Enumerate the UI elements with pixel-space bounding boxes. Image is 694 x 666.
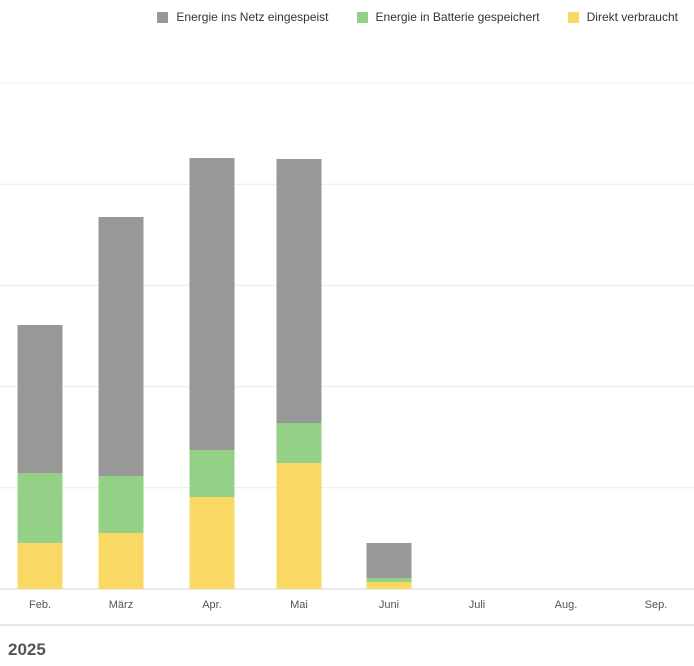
legend-label-direct-use: Direkt verbraucht bbox=[586, 10, 678, 24]
x-tick-label: März bbox=[109, 599, 133, 611]
bar-segment-feb-series-2[interactable] bbox=[17, 325, 63, 473]
stacked-bar-chart: Feb. März Apr. Mai Juni Juli Aug. Sep. bbox=[0, 82, 694, 611]
legend-swatch-grid-feed-in bbox=[157, 11, 169, 23]
bar-segment-feb-series-0[interactable] bbox=[17, 543, 63, 589]
x-tick-label: Aug. bbox=[555, 599, 578, 611]
legend-item-battery[interactable]: Energie in Batterie gespeichert bbox=[356, 10, 540, 24]
year-heading: 2025 bbox=[8, 640, 46, 659]
bar-segment-juni-series-0[interactable] bbox=[366, 582, 412, 589]
bar-segment-juni-series-1[interactable] bbox=[366, 578, 412, 582]
bar-segment-apr-series-0[interactable] bbox=[189, 497, 235, 589]
bar-segment-mai-series-2[interactable] bbox=[276, 159, 322, 423]
section-divider bbox=[0, 624, 694, 626]
bar-segment-mai-series-0[interactable] bbox=[276, 463, 322, 589]
bar-segment-mai-series-1[interactable] bbox=[276, 423, 322, 463]
bar-segment-apr-series-1[interactable] bbox=[189, 450, 235, 497]
bar-segment-märz-series-1[interactable] bbox=[98, 476, 144, 533]
x-tick-label: Juli bbox=[469, 599, 486, 611]
legend-item-direct-use[interactable]: Direkt verbraucht bbox=[567, 10, 678, 24]
legend-swatch-battery bbox=[356, 11, 368, 23]
x-tick-label: Mai bbox=[290, 599, 308, 611]
legend-swatch-direct-use bbox=[567, 11, 579, 23]
x-tick-label: Juni bbox=[379, 599, 399, 611]
chart-legend: Energie ins Netz eingespeist Energie in … bbox=[157, 10, 678, 24]
bar-segment-feb-series-1[interactable] bbox=[17, 473, 63, 543]
bar-segment-märz-series-2[interactable] bbox=[98, 217, 144, 476]
legend-label-grid-feed-in: Energie ins Netz eingespeist bbox=[176, 10, 329, 24]
bar-segment-apr-series-2[interactable] bbox=[189, 158, 235, 450]
x-tick-label: Sep. bbox=[645, 599, 668, 611]
x-tick-label: Feb. bbox=[29, 599, 51, 611]
bar-segment-juni-series-2[interactable] bbox=[366, 543, 412, 578]
legend-label-battery: Energie in Batterie gespeichert bbox=[375, 10, 540, 24]
bar-segment-märz-series-0[interactable] bbox=[98, 533, 144, 589]
x-tick-label: Apr. bbox=[202, 599, 222, 611]
legend-item-grid-feed-in[interactable]: Energie ins Netz eingespeist bbox=[157, 10, 329, 24]
